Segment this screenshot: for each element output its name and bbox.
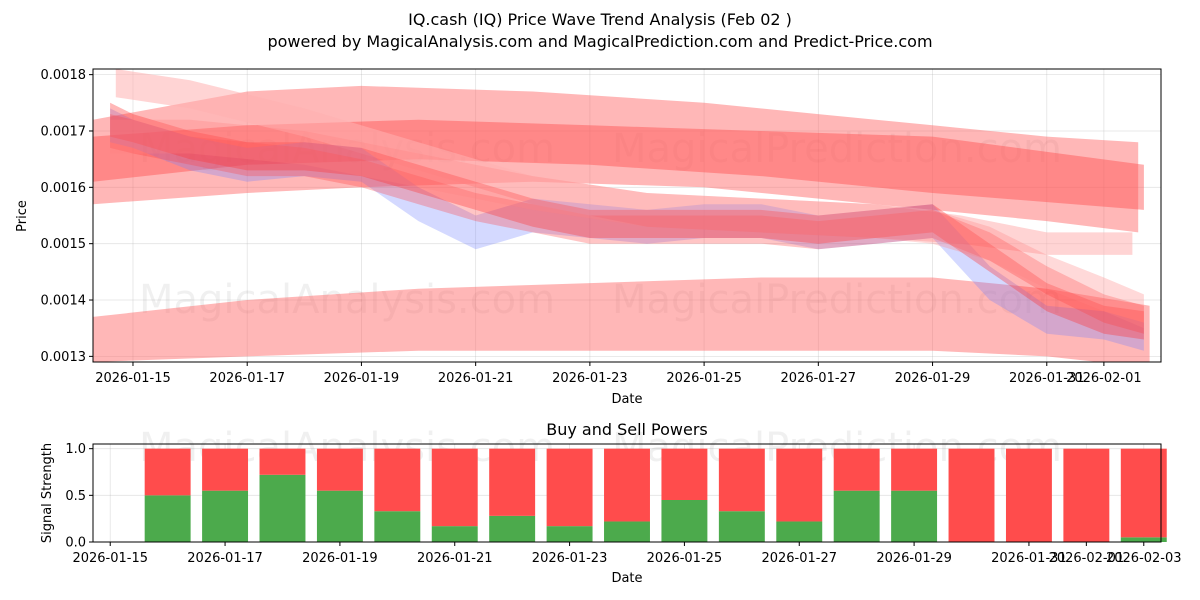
band-upper-wide-band [93, 85, 1139, 233]
buy-bar [718, 511, 765, 542]
sell-bar [833, 448, 880, 491]
signal-xtick-label: 2026-01-29 [876, 551, 952, 566]
watermark-prediction: MagicalPrediction.com [612, 126, 1062, 172]
buy-bar [259, 474, 306, 542]
signal-x-ticks: 2026-01-15 2026-01-17 2026-01-19 2026-01-21… [72, 542, 1182, 566]
watermark-analysis-2: MagicalAnalysis.com [139, 277, 555, 323]
price-xtick-label: 2026-02-01 [1066, 371, 1142, 386]
buy-bar [202, 490, 249, 542]
price-ytick-label: 0.0014 [41, 294, 87, 309]
signal-chart: Buy and Sell Powers MagicalAnalysis.com … [40, 420, 1182, 586]
signal-chart-title: Buy and Sell Powers [546, 420, 708, 439]
price-ytick-label: 0.0018 [41, 68, 87, 83]
price-y-ticks: 0.0013 0.0014 0.0015 0.0016 0.0017 0.0018 [41, 68, 93, 365]
watermark-prediction-2: MagicalPrediction.com [612, 277, 1062, 323]
price-xtick-label: 2026-01-19 [324, 371, 400, 386]
signal-xtick-label: 2026-01-25 [647, 551, 723, 566]
price-x-ticks: 2026-01-15 2026-01-17 2026-01-19 2026-01-21… [95, 362, 1142, 386]
price-xtick-label: 2026-01-15 [95, 371, 171, 386]
sell-bar [948, 448, 995, 542]
signal-ytick-label: 0.5 [65, 489, 86, 504]
price-ytick-label: 0.0015 [41, 237, 87, 252]
sell-bar [316, 448, 363, 491]
price-chart: MagicalAnalysis.com MagicalPrediction.co… [15, 68, 1162, 407]
price-plot-frame [92, 68, 1162, 363]
chart-title: IQ.cash (IQ) Price Wave Trend Analysis (… [408, 10, 792, 29]
band-light-upper-fade-band [115, 69, 1133, 255]
sell-bar [489, 448, 536, 516]
signal-xtick-label: 2026-01-31 [991, 551, 1067, 566]
price-xtick-label: 2026-01-27 [781, 371, 857, 386]
buy-bar [1120, 537, 1167, 542]
sell-bar [891, 448, 938, 491]
price-xtick-label: 2026-01-21 [438, 371, 514, 386]
buy-bar [891, 490, 938, 542]
sell-bar [259, 448, 306, 475]
signal-xtick-label: 2026-01-27 [761, 551, 837, 566]
buy-bar [489, 515, 536, 542]
sell-bar [546, 448, 593, 527]
buy-bar [776, 521, 823, 542]
band-lower-wide-band [93, 277, 1150, 362]
band-price-path-blue [110, 108, 1144, 351]
sell-bar [1063, 448, 1110, 542]
price-ytick-label: 0.0013 [41, 350, 87, 365]
buy-bar [431, 526, 478, 542]
signal-xtick-label: 2026-02-01 [1049, 551, 1125, 566]
price-xtick-label: 2026-01-17 [209, 371, 285, 386]
signal-bars [144, 448, 1167, 542]
price-xtick-label: 2026-01-29 [895, 371, 971, 386]
buy-bar [833, 490, 880, 542]
sell-bar [374, 448, 421, 512]
signal-plot-frame [92, 443, 1162, 543]
sell-bar [604, 448, 650, 522]
buy-bar [661, 500, 708, 542]
buy-bar [144, 495, 191, 542]
price-y-axis-label: Price [15, 200, 30, 232]
price-xtick-label: 2026-01-23 [552, 371, 628, 386]
sell-bar [1120, 448, 1167, 538]
buy-bar [546, 526, 593, 542]
signal-xtick-label: 2026-01-15 [72, 551, 148, 566]
signal-y-ticks: 0.0 0.5 1.0 [65, 442, 93, 551]
sell-bar [718, 448, 765, 512]
price-ytick-label: 0.0016 [41, 181, 87, 196]
signal-xtick-label: 2026-02-03 [1106, 551, 1182, 566]
signal-ytick-label: 0.0 [65, 536, 86, 551]
buy-bar [316, 490, 363, 542]
signal-xtick-label: 2026-01-19 [302, 551, 378, 566]
chart-subtitle: powered by MagicalAnalysis.com and Magic… [267, 32, 932, 51]
sell-bar [144, 448, 191, 496]
price-ytick-label: 0.0017 [41, 124, 87, 139]
buy-bar [604, 521, 650, 542]
signal-x-axis-label: Date [611, 571, 642, 586]
band-price-path-red-2 [110, 114, 1144, 334]
price-x-axis-label: Date [611, 392, 642, 407]
signal-xtick-label: 2026-01-21 [417, 551, 493, 566]
sell-bar [431, 448, 478, 527]
signal-y-axis-label: Signal Strength [40, 443, 55, 543]
buy-bar [374, 511, 421, 542]
price-bands [93, 69, 1150, 362]
band-price-path-red-1 [110, 102, 1144, 340]
sell-bar [1005, 448, 1052, 542]
sell-bar [661, 448, 708, 500]
price-xtick-label: 2026-01-25 [666, 371, 742, 386]
signal-xtick-label: 2026-01-17 [187, 551, 263, 566]
price-xtick-label: 2026-01-31 [1009, 371, 1085, 386]
band-price-path-light [110, 119, 1144, 329]
sell-bar [202, 448, 249, 491]
signal-xtick-label: 2026-01-23 [532, 551, 608, 566]
sell-bar [776, 448, 823, 522]
signal-ytick-label: 1.0 [65, 442, 86, 457]
